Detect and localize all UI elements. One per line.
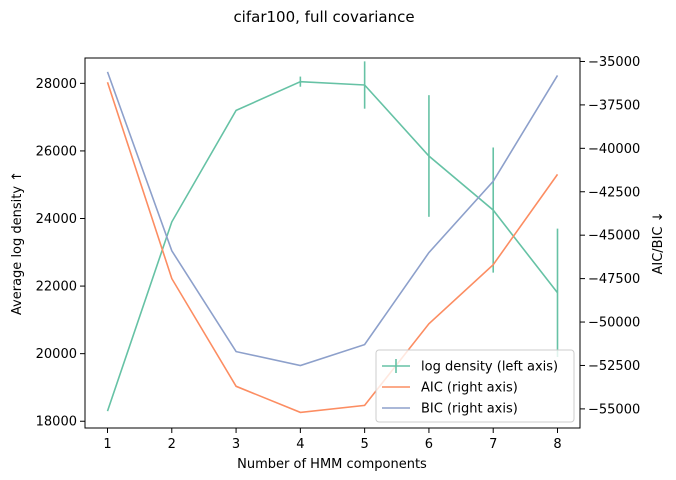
series-line-1	[106, 82, 559, 414]
y-tick-label-left: 26000	[36, 144, 77, 159]
y-tick-label-right: −35000	[588, 55, 640, 70]
series-line-2	[106, 71, 559, 367]
y-tick-label-right: −40000	[588, 142, 640, 157]
series-line-0	[106, 80, 559, 412]
chart-title: cifar100, full covariance	[233, 8, 414, 26]
x-axis-label: Number of HMM components	[237, 457, 427, 472]
y-tick-label-right: −42500	[588, 185, 640, 200]
y-tick-label-left: 22000	[36, 280, 77, 295]
x-tick-label: 2	[168, 437, 176, 452]
x-tick-label: 7	[489, 437, 497, 452]
series-layer	[106, 61, 559, 414]
legend-box	[375, 349, 575, 423]
y-tick-label-left: 18000	[36, 415, 77, 430]
legend-label: AIC (right axis)	[421, 381, 518, 396]
legend: log density (left axis) AIC (right axis) B…	[375, 349, 575, 423]
y-tick-label-left: 24000	[36, 212, 77, 227]
y-tick-label-left: 28000	[36, 77, 77, 92]
y-tick-label-left: 20000	[36, 347, 77, 362]
x-tick-label: 6	[425, 437, 433, 452]
y-tick-label-right: −55000	[588, 402, 640, 417]
y-tick-label-right: −52500	[588, 359, 640, 374]
x-tick-label: 8	[553, 437, 561, 452]
y-axis-label-right: AIC/BIC ↓	[651, 211, 666, 274]
y-tick-label-right: −37500	[588, 98, 640, 113]
x-tick-label: 1	[103, 437, 111, 452]
ticks-layer: 1 2 3 4 5 6 7 8 18000 20000 22000 24000 26000 28000 −5…	[36, 55, 641, 452]
x-tick-label: 3	[232, 437, 240, 452]
y-tick-label-right: −45000	[588, 229, 640, 244]
legend-label: log density (left axis)	[421, 360, 558, 375]
x-tick-label: 4	[296, 437, 304, 452]
y-tick-label-right: −50000	[588, 316, 640, 331]
y-axis-label-left: Average log density ↑	[10, 171, 25, 315]
legend-label: BIC (right axis)	[421, 402, 518, 417]
plot-area	[84, 57, 581, 429]
y-tick-label-right: −47500	[588, 272, 640, 287]
x-tick-label: 5	[361, 437, 369, 452]
